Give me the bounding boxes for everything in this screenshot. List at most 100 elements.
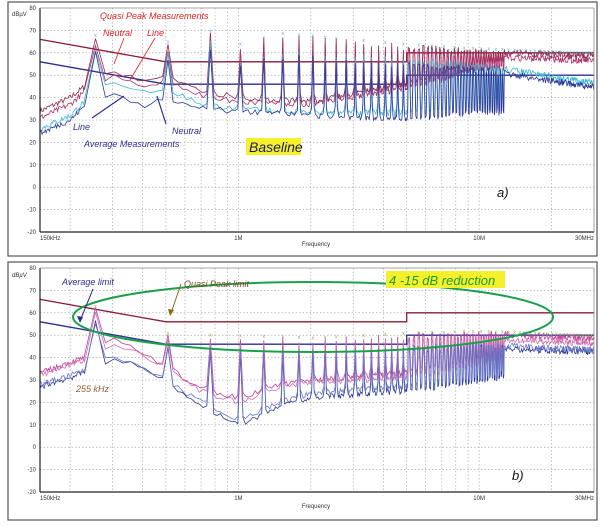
peak-marker: x bbox=[335, 36, 338, 42]
y-tick-label: 30 bbox=[29, 118, 36, 124]
y-tick-label: 10 bbox=[29, 163, 36, 169]
y-tick-label: 50 bbox=[29, 333, 36, 339]
peak-marker: x bbox=[282, 31, 285, 37]
peak-marker: x bbox=[402, 42, 405, 48]
annotation-arrow bbox=[129, 37, 156, 81]
peak-marker: x bbox=[590, 51, 593, 57]
peak-marker: x bbox=[573, 332, 576, 338]
peak-marker: x bbox=[239, 41, 242, 47]
annotation-avg-neutral: Neutral bbox=[172, 126, 202, 136]
peak-marker: x bbox=[94, 33, 97, 39]
peak-marker: x bbox=[566, 332, 569, 338]
peak-marker: x bbox=[488, 47, 491, 53]
panel-b-frame bbox=[7, 261, 598, 521]
trace-series-1 bbox=[40, 311, 594, 404]
panel-b-limit-lines bbox=[39, 298, 594, 345]
peak-marker: x bbox=[463, 45, 466, 51]
peak-marker: x bbox=[472, 46, 475, 52]
peak-marker: x bbox=[529, 48, 532, 54]
peak-marker: x bbox=[298, 335, 301, 341]
peak-marker: x bbox=[582, 333, 585, 339]
peak-marker: x bbox=[588, 51, 591, 57]
peak-marker: x bbox=[588, 333, 591, 339]
trace-series-3 bbox=[40, 322, 594, 420]
y-tick-label: 20 bbox=[29, 140, 36, 146]
peak-marker: x bbox=[282, 335, 285, 341]
x-tick-label: 10M bbox=[473, 496, 485, 502]
peak-marker: x bbox=[209, 28, 212, 34]
peak-marker: x bbox=[167, 40, 170, 46]
annotation-qp-neutral: Neutral bbox=[103, 28, 133, 38]
baseline-badge: Baseline bbox=[249, 139, 303, 155]
peak-marker: x bbox=[534, 49, 537, 55]
peak-marker: x bbox=[566, 50, 569, 56]
y-tick-label: 40 bbox=[29, 96, 36, 102]
peak-marker: x bbox=[519, 48, 522, 54]
peak-marker: x bbox=[562, 50, 565, 56]
panel-b-traces: xx x x x x x x x x x x x x x x x x x x x x x x x x x x x x x x x x x x x x x x… bbox=[40, 304, 594, 425]
peak-marker: x bbox=[529, 331, 532, 337]
y-tick-label: 60 bbox=[29, 311, 36, 317]
peak-marker: x bbox=[547, 49, 550, 55]
peak-marker: x bbox=[562, 332, 565, 338]
annotation-arrow bbox=[170, 283, 182, 314]
panel-a-label: a) bbox=[497, 185, 509, 200]
y-tick-label: -20 bbox=[27, 490, 36, 496]
y-tick-label: 10 bbox=[29, 423, 36, 429]
trace-series-3 bbox=[40, 49, 594, 136]
annotation-qp-limit: Quasi Peak limit bbox=[184, 279, 250, 289]
peak-marker: x bbox=[167, 331, 170, 337]
x-tick-label: 150kHz bbox=[40, 496, 60, 502]
peak-marker: x bbox=[590, 333, 593, 339]
peak-marker: x bbox=[463, 329, 466, 335]
peak-marker: x bbox=[555, 49, 558, 55]
peak-marker: x bbox=[443, 44, 446, 50]
trace-series-1 bbox=[40, 36, 594, 119]
y-tick-label: 50 bbox=[29, 73, 36, 79]
peak-marker: x bbox=[551, 49, 554, 55]
y-tick-label: 30 bbox=[29, 378, 36, 384]
y-tick-label: 0 bbox=[33, 185, 37, 191]
peak-marker: x bbox=[312, 34, 315, 40]
peak-marker: x bbox=[569, 50, 572, 56]
peak-marker: x bbox=[384, 40, 387, 46]
annotation-arrow bbox=[156, 95, 167, 125]
peak-marker: x bbox=[573, 50, 576, 56]
peak-marker: x bbox=[480, 46, 483, 52]
y-tick-label: 60 bbox=[29, 51, 36, 57]
peak-marker: x bbox=[507, 47, 510, 53]
peak-marker: x bbox=[507, 330, 510, 336]
peak-marker: x bbox=[384, 332, 387, 338]
x-tick-label: 150kHz bbox=[40, 236, 60, 242]
panel-b-axes: 80 70 60 50 40 30 20 10 0 -10 -20 150kHz 1M 10M 30MHz bbox=[27, 266, 595, 502]
peak-marker: x bbox=[551, 332, 554, 338]
panel-a-grid bbox=[40, 8, 594, 232]
peak-marker: x bbox=[513, 48, 516, 54]
y-tick-label: -10 bbox=[27, 468, 36, 474]
panel-b-label: b) bbox=[512, 468, 524, 483]
y-tick-label: 40 bbox=[29, 356, 36, 362]
panel-a-axes: 80 70 60 50 40 30 20 10 0 -10 -20 150kHz 1M 10M 30MHz bbox=[27, 6, 595, 242]
annotation-arrow bbox=[91, 95, 125, 119]
peak-marker: x bbox=[585, 50, 588, 56]
quasi-peak-limit-line bbox=[39, 298, 594, 323]
peak-marker: x bbox=[324, 35, 327, 41]
peak-marker: x bbox=[263, 35, 266, 41]
peak-marker: x bbox=[538, 49, 541, 55]
x-tick-label: 1M bbox=[234, 496, 242, 502]
peak-marker: x bbox=[312, 335, 315, 341]
annotation-avg-measurements: Average Measurements bbox=[83, 139, 180, 149]
average-limit-line bbox=[39, 321, 594, 345]
peak-marker: x bbox=[472, 329, 475, 335]
peak-marker: x bbox=[582, 50, 585, 56]
peak-marker: x bbox=[579, 50, 582, 56]
annotation-qp-measurements: Quasi Peak Measurements bbox=[100, 11, 209, 21]
peak-marker: x bbox=[576, 50, 579, 56]
baseline-badge-bg bbox=[246, 138, 301, 155]
peak-marker: x bbox=[324, 335, 327, 341]
annotation-qp-line: Line bbox=[147, 28, 164, 38]
annotation-average-limit: Average limit bbox=[61, 277, 114, 287]
peak-marker: x bbox=[239, 333, 242, 339]
panel-a-xlabel: Frequency bbox=[302, 242, 330, 248]
y-tick-label: 20 bbox=[29, 400, 36, 406]
